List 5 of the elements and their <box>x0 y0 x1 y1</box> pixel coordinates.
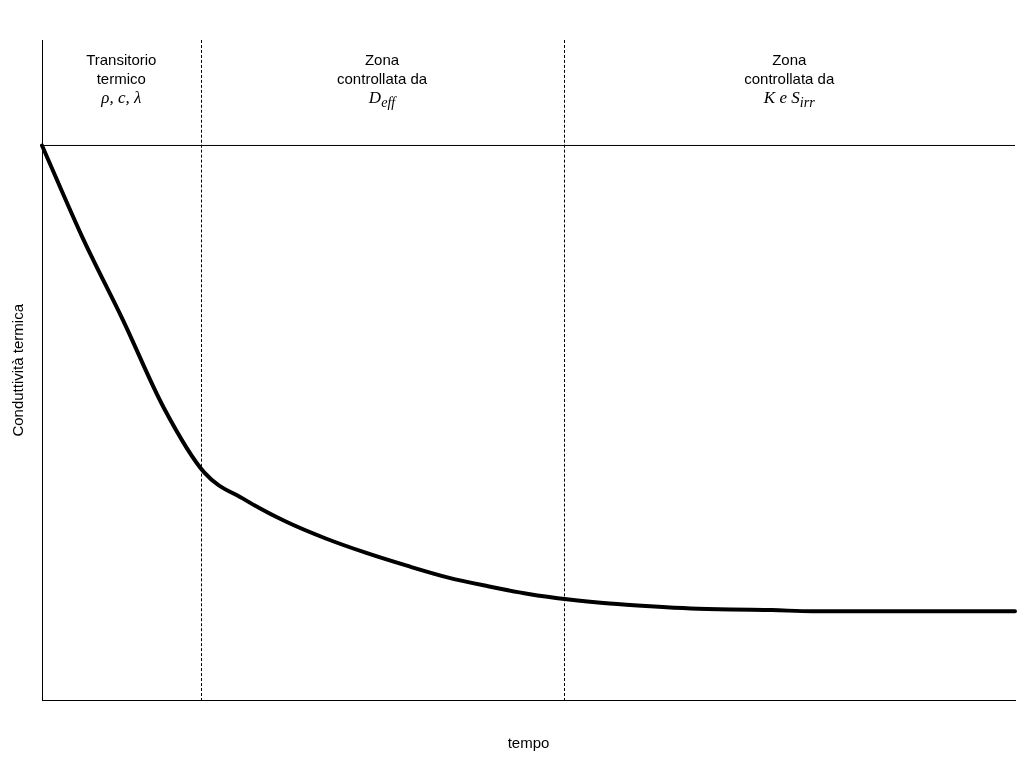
x-axis-title: tempo <box>507 734 550 752</box>
text: Zona controllata da K e S$_{irr}$ <box>744 50 835 113</box>
text: Transitorio termico ρ, c, λ <box>86 50 157 107</box>
y-axis-title: Conduttività termica <box>9 303 27 437</box>
text: Zona controllata da D$_{eff}$ <box>337 50 428 113</box>
